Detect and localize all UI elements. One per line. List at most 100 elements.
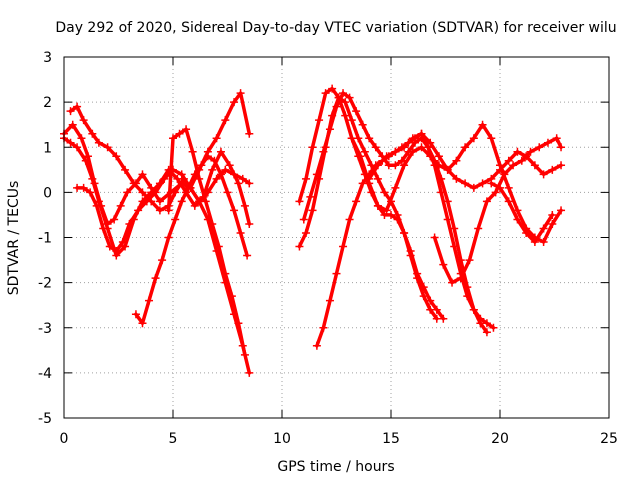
series-s9-point (345, 93, 354, 102)
series-s5-point (236, 228, 245, 237)
series-s10-point (443, 215, 452, 224)
series-s1-point (77, 134, 86, 143)
series-s11-point (400, 161, 409, 170)
series-s2-point (208, 165, 217, 174)
series-s13-point (456, 274, 465, 283)
series-s3-point (129, 179, 138, 188)
series-s13-point (517, 156, 526, 165)
series-s10-point (489, 323, 498, 332)
series-s7 (297, 86, 439, 321)
series-s8-point (400, 228, 409, 237)
series-s3-point (112, 152, 121, 161)
series-s7-point (315, 116, 324, 125)
y-axis-label: SDTVAR / TECUs (6, 181, 22, 296)
series-s11-point (391, 183, 400, 192)
x-tick-label: 25 (600, 431, 618, 447)
series-s9-point (339, 89, 348, 98)
series-s11-point (408, 147, 417, 156)
y-tick-label: 1 (43, 140, 52, 156)
series-s9-point (358, 120, 367, 129)
series-s8-point (426, 296, 435, 305)
series-s4-point (177, 170, 186, 179)
series-s3-point (155, 206, 164, 215)
series-s13-point (465, 256, 474, 265)
x-tick-label: 5 (169, 431, 178, 447)
series-s5-point (184, 183, 193, 192)
series-s5-point (210, 156, 219, 165)
series-s12-point (400, 143, 409, 152)
series-s2-point (121, 242, 130, 251)
series-s2-point (225, 161, 234, 170)
series-s6-point (214, 242, 223, 251)
series-s5-point (230, 206, 239, 215)
x-tick-label: 0 (60, 431, 69, 447)
series-s2 (62, 136, 252, 258)
series-s2-point (73, 143, 82, 152)
x-tick-label: 15 (382, 431, 400, 447)
series-s4-point (112, 247, 121, 256)
series-s10-point (482, 319, 491, 328)
series-s9-point (312, 170, 321, 179)
series-s12-point (408, 134, 417, 143)
series-s13-point (557, 143, 566, 152)
series-s7-point (321, 89, 330, 98)
series-s3-point (203, 188, 212, 197)
series-s11-point (417, 143, 426, 152)
series-s5-point (151, 274, 160, 283)
series-s13-point (439, 260, 448, 269)
series-s10-point (319, 323, 328, 332)
series-s10-point (345, 215, 354, 224)
series-s11-point (426, 152, 435, 161)
series-s9-point (391, 161, 400, 170)
series-s8-point (393, 210, 402, 219)
x-axis-label: GPS time / hours (277, 459, 394, 475)
series-s5-point (158, 256, 167, 265)
series-s10-point (352, 197, 361, 206)
series-s11-point (469, 183, 478, 192)
series-s9-point (397, 156, 406, 165)
series-s9-point (371, 143, 380, 152)
series-s12-point (539, 238, 548, 247)
series-s1-point (230, 98, 239, 107)
series-s13-point (552, 134, 561, 143)
series-s8-point (413, 269, 422, 278)
series-s14-point (496, 183, 504, 192)
series-s11 (350, 136, 563, 213)
series-s6-point (240, 350, 249, 359)
series-s10-point (450, 242, 459, 251)
series-s6-point (221, 269, 230, 278)
series-s1-point (68, 120, 77, 129)
series-s12-point (478, 120, 487, 129)
series-s8-point (439, 314, 448, 323)
series-s5-point (164, 233, 173, 242)
series-s3-point (238, 174, 247, 183)
series-s7-point (301, 174, 310, 183)
series-s14-point (504, 197, 513, 206)
series-s12-point (382, 152, 391, 161)
series-s6-point (201, 197, 210, 206)
series-s10-point (312, 341, 321, 350)
series-s1 (62, 91, 252, 226)
series-s3-point (230, 170, 239, 179)
series-s10-point (325, 296, 334, 305)
series-s2-point (240, 201, 249, 210)
series-s12-point (373, 161, 382, 170)
y-tick-label: -5 (38, 411, 52, 427)
series-s12-point (452, 156, 461, 165)
series-s4-point (99, 224, 108, 233)
series-s3-point (94, 138, 103, 147)
series-s6-point (234, 319, 243, 328)
series-s8-point (406, 247, 415, 256)
series-s6-point (195, 174, 204, 183)
series-s8-point (308, 206, 317, 215)
series-s3-point (73, 102, 82, 111)
series-s6-point (169, 134, 177, 143)
series-s4-point (151, 188, 160, 197)
series-s13-point (482, 197, 491, 206)
series-s13-point (430, 233, 439, 242)
series-layer (60, 84, 566, 377)
series-s7-point (308, 143, 317, 152)
series-s1-point (138, 170, 147, 179)
series-s1-point (116, 201, 125, 210)
